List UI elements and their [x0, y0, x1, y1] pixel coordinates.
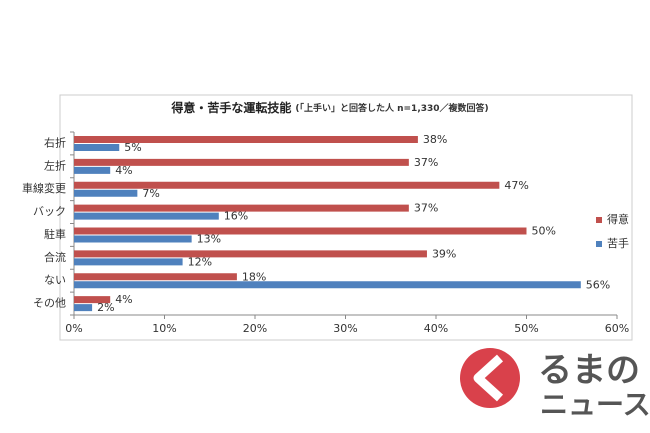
- y-tick-label: 駐車: [44, 227, 66, 241]
- x-tick-label: 30%: [333, 322, 357, 335]
- bar: [74, 235, 192, 243]
- value-label: 12%: [188, 255, 212, 268]
- value-label: 37%: [414, 156, 438, 169]
- value-label: 50%: [532, 225, 556, 238]
- legend-swatch: [596, 241, 602, 247]
- chart-subtitle: (「上手い」と回答した人 n=1,330／複数回答): [295, 102, 488, 114]
- bar: [74, 136, 418, 143]
- value-label: 13%: [197, 233, 221, 246]
- x-tick-label: 20%: [243, 322, 267, 335]
- y-tick-label: その他: [33, 297, 66, 310]
- value-label: 18%: [242, 270, 266, 283]
- chart-title: 得意・苦手な運転技能: [170, 100, 291, 115]
- bar: [74, 227, 527, 235]
- chart-heading: 得意・苦手な運転技能 (「上手い」と回答した人 n=1,330／複数回答): [170, 100, 488, 115]
- value-label: 56%: [586, 278, 610, 291]
- bar: [74, 296, 111, 304]
- logo-text: るまの: [538, 351, 640, 391]
- y-tick-label: 合流: [44, 250, 66, 264]
- bar: [74, 258, 183, 266]
- bar: [74, 304, 93, 312]
- x-tick-label: 50%: [514, 322, 538, 335]
- bar: [74, 166, 111, 174]
- value-label: 2%: [97, 301, 114, 314]
- bar: [74, 189, 138, 197]
- value-label: 4%: [115, 293, 132, 306]
- value-label: 16%: [224, 210, 248, 223]
- x-tick-label: 60%: [605, 322, 629, 335]
- y-tick-label: バック: [33, 205, 66, 218]
- value-label: 47%: [504, 179, 528, 192]
- legend-swatch: [596, 217, 602, 223]
- y-tick-label: 車線変更: [22, 181, 66, 195]
- legend-label: 苦手: [607, 236, 629, 250]
- value-label: 5%: [124, 141, 141, 154]
- logo-text: ニュース: [540, 388, 650, 421]
- bar: [74, 181, 500, 189]
- bar: [74, 273, 237, 281]
- value-label: 37%: [414, 202, 438, 215]
- y-tick-label: ない: [44, 274, 66, 287]
- y-tick-label: 左折: [44, 158, 66, 172]
- value-label: 39%: [432, 247, 456, 260]
- logo-circle: [460, 348, 520, 408]
- legend-label: 得意: [607, 212, 629, 226]
- bar: [74, 158, 409, 166]
- x-tick-label: 0%: [65, 322, 82, 335]
- x-tick-label: 10%: [152, 322, 176, 335]
- bar: [74, 281, 581, 289]
- bar: [74, 204, 409, 212]
- value-label: 7%: [142, 187, 159, 200]
- logo-chevron: [473, 354, 504, 402]
- value-label: 38%: [423, 133, 447, 146]
- x-tick-label: 40%: [424, 322, 448, 335]
- bar: [74, 212, 219, 220]
- watermark: るまの ニュース: [460, 348, 650, 421]
- value-label: 4%: [115, 164, 132, 177]
- y-tick-label: 右折: [44, 135, 66, 149]
- bar: [74, 250, 427, 258]
- bar: [74, 144, 120, 151]
